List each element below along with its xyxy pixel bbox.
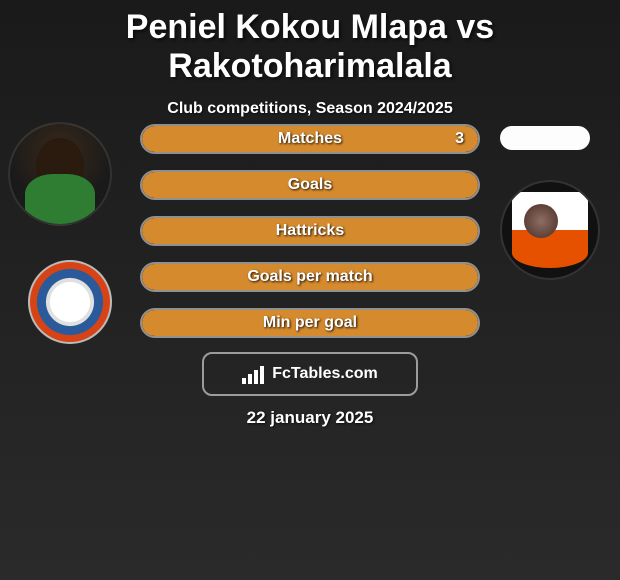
page-title: Peniel Kokou Mlapa vs Rakotoharimalala [0, 0, 620, 86]
branding-box[interactable]: FcTables.com [202, 352, 418, 396]
stat-row-goals-per-match: Goals per match [140, 262, 480, 292]
page-subtitle: Club competitions, Season 2024/2025 [0, 100, 620, 118]
stat-label: Hattricks [276, 222, 344, 239]
club-left-badge [28, 260, 112, 344]
stat-row-matches: Matches 3 [140, 124, 480, 154]
stat-row-goals: Goals [140, 170, 480, 200]
stat-label: Goals [288, 176, 332, 193]
stat-label: Matches [278, 130, 342, 147]
stat-left-value: 3 [455, 126, 464, 152]
date-text: 22 january 2025 [0, 408, 620, 428]
club-right-badge [500, 180, 600, 280]
bar-chart-icon [242, 364, 266, 384]
stat-label: Min per goal [263, 314, 357, 331]
stat-row-hattricks: Hattricks [140, 216, 480, 246]
branding-text: FcTables.com [272, 365, 378, 383]
player-left-avatar [8, 122, 112, 226]
stat-label: Goals per match [247, 268, 372, 285]
stat-row-min-per-goal: Min per goal [140, 308, 480, 338]
player-right-avatar [500, 126, 590, 150]
stats-panel: Matches 3 Goals Hattricks Goals per matc… [140, 124, 480, 354]
